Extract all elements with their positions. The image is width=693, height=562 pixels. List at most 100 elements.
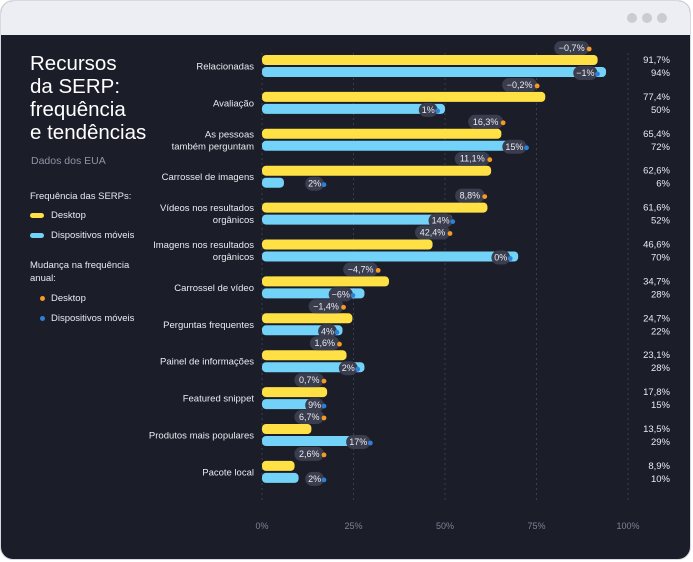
change-pill-desktop	[294, 446, 324, 461]
change-dot-desktop	[337, 341, 342, 347]
value-label-mobile: 50%	[651, 105, 671, 116]
category-label: Relacionadas	[196, 62, 254, 73]
value-label-desktop: 62,6%	[643, 166, 670, 177]
category-label: Carrossel de vídeo	[174, 283, 254, 294]
change-dot-mobile	[350, 293, 356, 298]
bar-desktop	[262, 424, 312, 434]
value-label-mobile: 72%	[651, 142, 671, 153]
change-pill-desktop	[414, 225, 450, 240]
bar-mobile	[262, 103, 445, 114]
change-label-mobile: 17%	[349, 437, 367, 447]
change-label-desktop: 11,1%	[460, 154, 485, 164]
bar-mobile	[262, 472, 299, 483]
category-label: Carrossel de imagens	[162, 172, 255, 183]
change-dot-mobile	[321, 182, 327, 188]
change-label-desktop: 0,7%	[299, 375, 320, 385]
value-label-mobile: 29%	[651, 437, 671, 448]
bar-mobile	[262, 436, 369, 446]
change-pill-desktop	[455, 188, 485, 203]
change-dot-desktop	[500, 120, 506, 126]
bar-mobile	[262, 362, 365, 373]
value-label-mobile: 15%	[651, 400, 671, 411]
legend-label: Desktop	[51, 293, 86, 304]
bar-desktop	[262, 128, 502, 139]
category-label: Imagens nos resultados	[153, 240, 254, 251]
value-label-desktop: 8,9%	[648, 461, 670, 472]
change-pill-desktop	[502, 77, 538, 92]
category-label: orgânicos	[213, 252, 254, 263]
bar-mobile	[262, 67, 607, 77]
x-tick-label: 25%	[344, 521, 362, 531]
legend-frequency-title: Frequência das SERPs:	[30, 191, 132, 202]
window-control-dot[interactable]	[642, 13, 652, 23]
x-tick-label: 75%	[527, 521, 545, 531]
value-label-desktop: 46,6%	[643, 240, 670, 251]
value-label-desktop: 77,4%	[643, 92, 670, 103]
change-label-mobile: 0%	[494, 253, 507, 263]
change-dot-mobile	[367, 440, 373, 446]
window-control-dot[interactable]	[657, 13, 667, 23]
value-label-desktop: 24,7%	[643, 313, 670, 324]
change-dot-mobile	[334, 329, 340, 335]
change-label-desktop: 6,7%	[299, 412, 320, 422]
change-dot-desktop	[321, 378, 327, 384]
change-dot-mobile	[507, 256, 513, 261]
change-pill-mobile	[502, 139, 527, 154]
change-label-mobile: 4%	[321, 326, 334, 336]
change-label-mobile: 14%	[432, 216, 450, 226]
legend-swatch-mobile	[30, 233, 44, 238]
bar-desktop	[262, 350, 347, 361]
bar-desktop	[262, 460, 295, 471]
change-dot-mobile	[355, 366, 361, 372]
change-pill-desktop	[294, 373, 324, 388]
category-label: Pacote local	[202, 467, 254, 478]
bar-desktop	[262, 313, 353, 324]
value-label-mobile: 28%	[651, 289, 671, 300]
change-pill-mobile	[573, 66, 598, 80]
value-label-desktop: 34,7%	[643, 276, 670, 287]
change-label-mobile: 1%	[422, 105, 435, 115]
category-label: Featured snippet	[183, 394, 255, 405]
change-dot-mobile	[321, 477, 327, 483]
value-label-mobile: 70%	[651, 253, 671, 264]
window-titlebar	[1, 1, 690, 35]
legend-label: Dispositivos móveis	[51, 313, 135, 324]
window-control-dot[interactable]	[627, 13, 637, 23]
value-label-mobile: 28%	[651, 363, 671, 374]
change-pill-mobile	[328, 287, 353, 302]
bar-mobile	[262, 399, 317, 410]
change-pill-mobile	[305, 471, 324, 486]
change-label-mobile: 15%	[505, 142, 523, 152]
bar-desktop	[262, 165, 492, 176]
change-label-desktop: −0,2%	[507, 80, 533, 90]
category-label: também perguntam	[172, 141, 254, 152]
change-pill-mobile	[305, 398, 324, 413]
change-dot-desktop	[534, 83, 540, 89]
change-pill-mobile	[338, 361, 358, 376]
category-label: orgânicos	[213, 215, 254, 226]
category-label: Perguntas frequentes	[163, 320, 254, 331]
change-dot-desktop	[375, 268, 381, 273]
change-label-mobile: 2%	[308, 179, 321, 189]
value-label-mobile: 6%	[656, 179, 670, 190]
change-dot-desktop	[341, 304, 346, 310]
change-dot-desktop	[586, 46, 592, 52]
change-dot-mobile	[450, 219, 456, 225]
legend-dot-desktop	[40, 296, 45, 301]
category-label: Painel de informações	[160, 357, 254, 368]
value-label-desktop: 91,7%	[643, 55, 670, 66]
category-label: Vídeos nos resultados	[160, 203, 254, 214]
chart-title: Recursos da SERP: frequência e tendência…	[30, 52, 147, 144]
value-label-mobile: 10%	[651, 474, 671, 485]
change-dot-desktop	[482, 194, 488, 200]
change-pill-desktop	[343, 262, 379, 277]
change-dot-mobile	[524, 145, 529, 151]
change-label-mobile: 2%	[342, 363, 355, 373]
bar-desktop	[262, 387, 328, 398]
legend-swatch-desktop	[30, 213, 44, 218]
change-label-desktop: 16,3%	[473, 117, 499, 127]
change-pill-mobile	[318, 324, 337, 339]
change-dot-desktop	[447, 231, 453, 236]
